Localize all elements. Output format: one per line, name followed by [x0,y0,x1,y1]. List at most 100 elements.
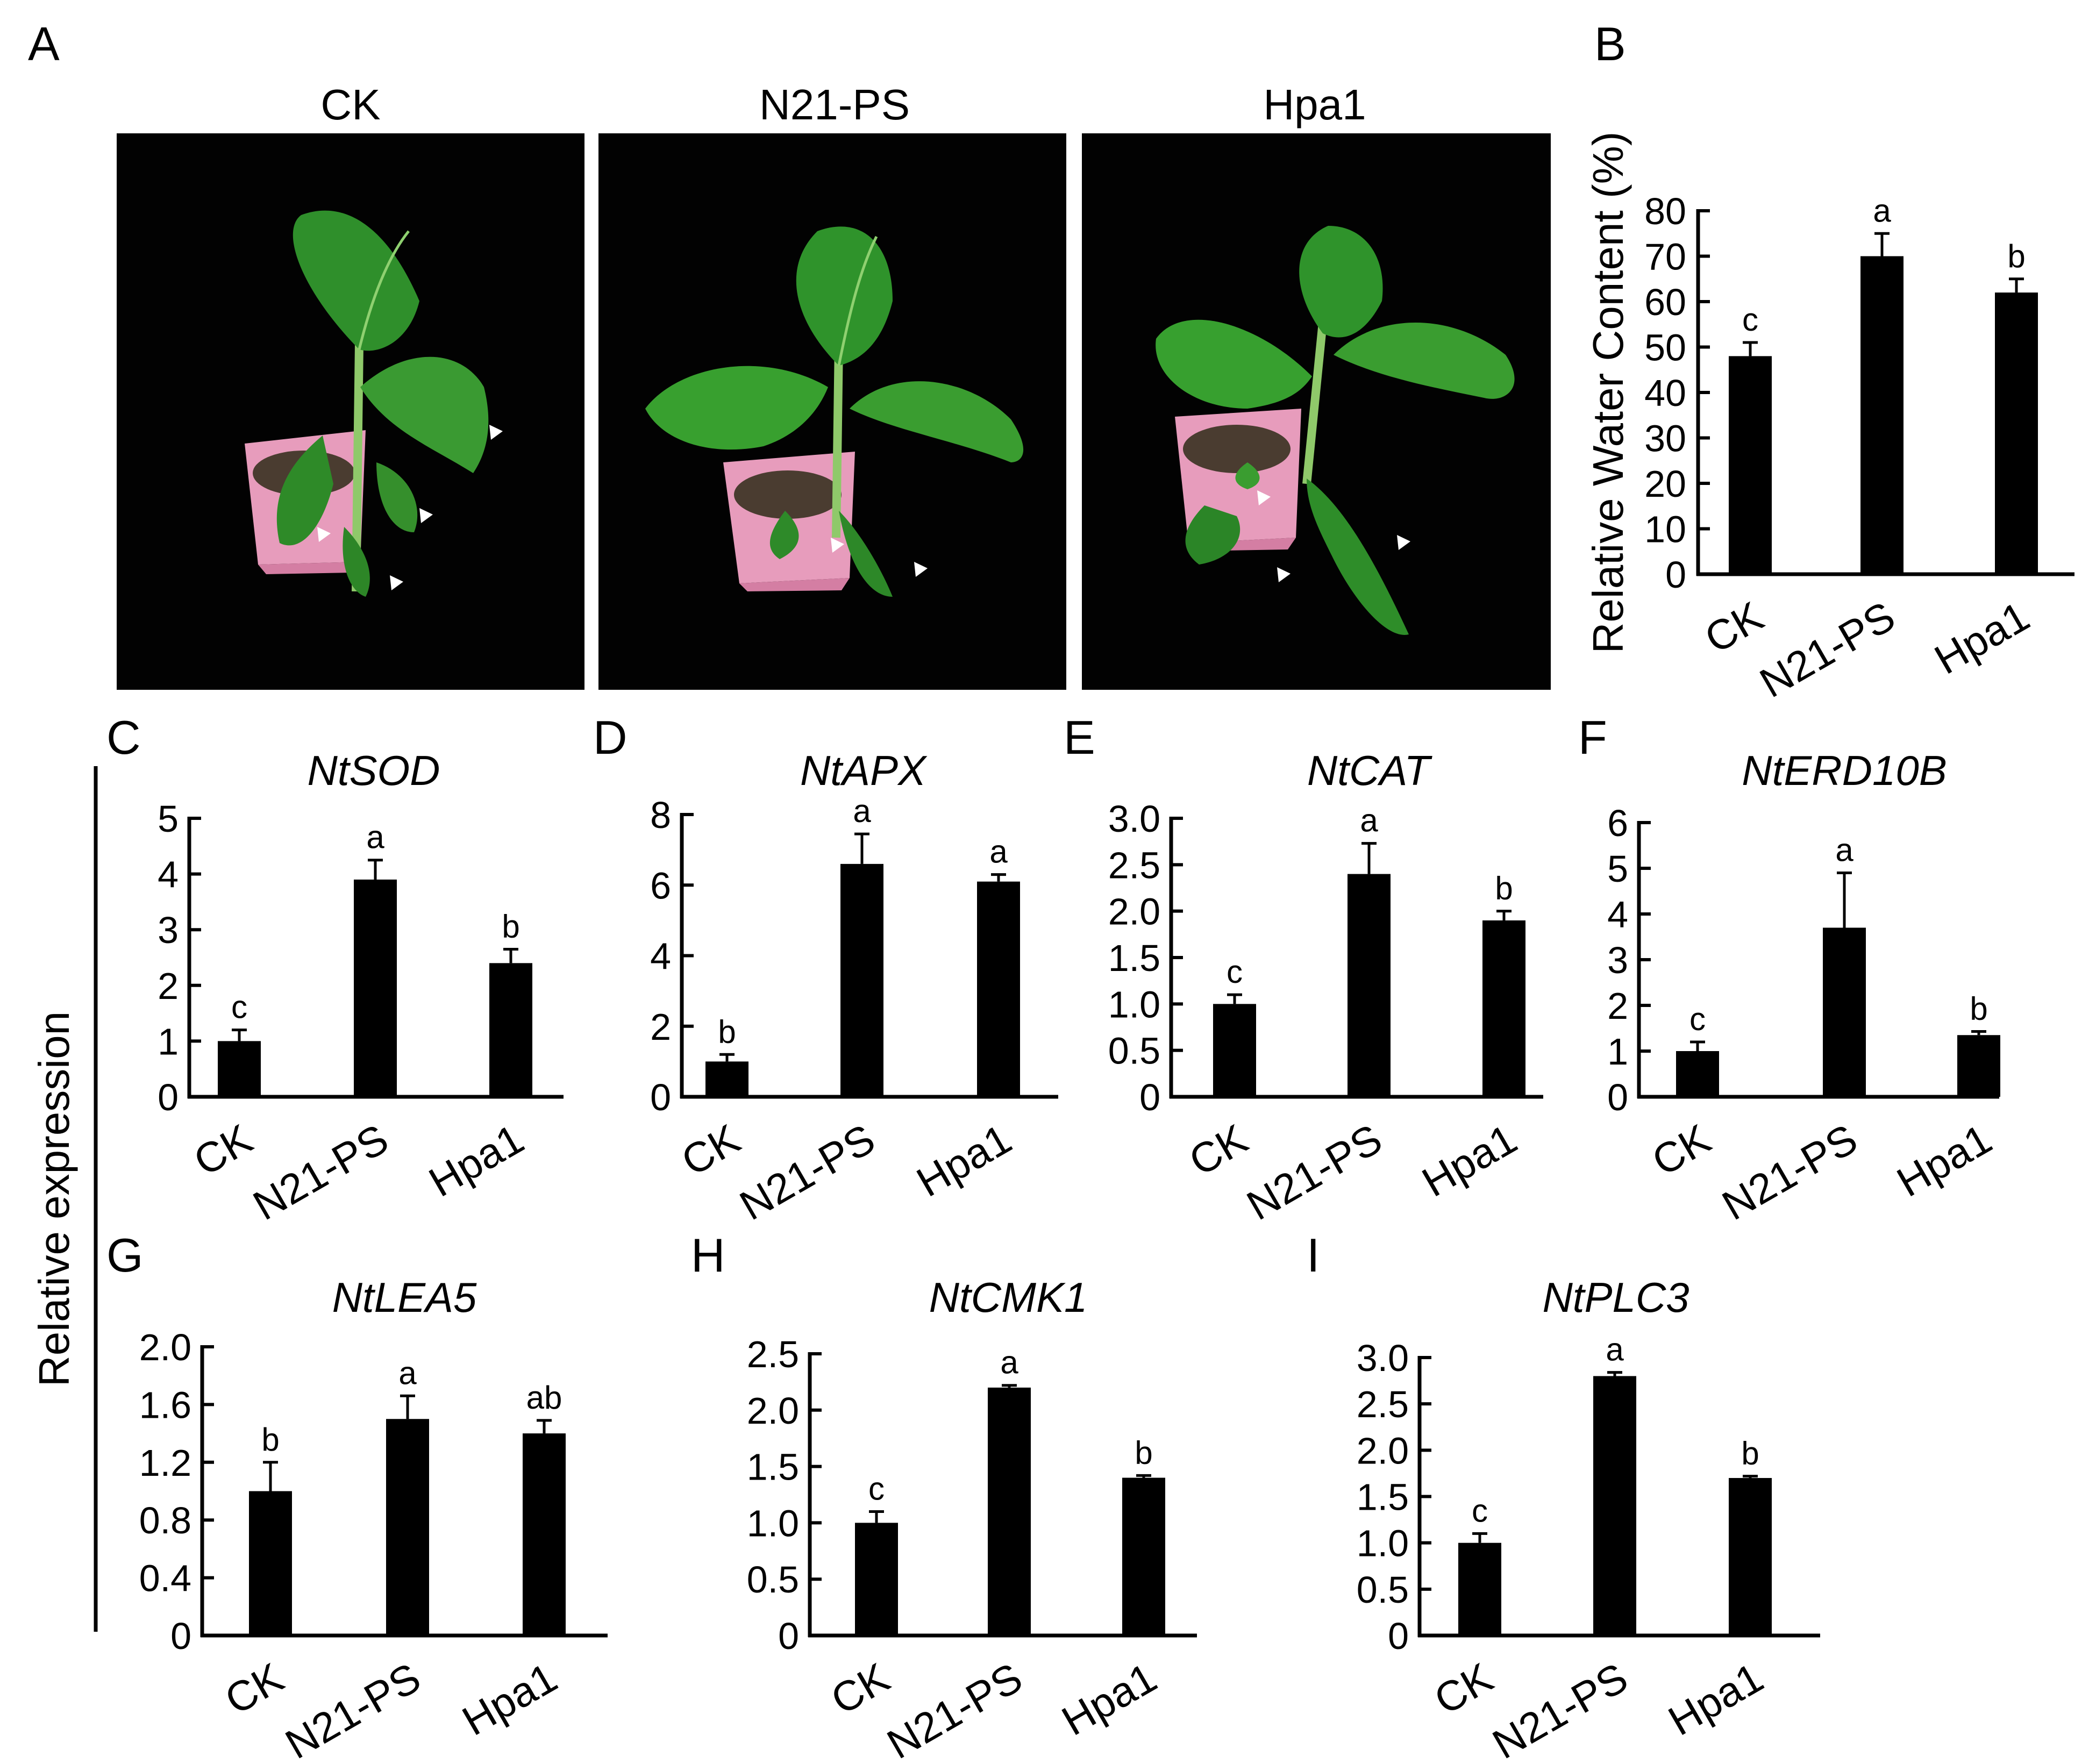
photo-label-ck: CK [320,81,380,128]
y-tick-label: 5 [158,798,179,840]
significance-letter: ab [526,1380,562,1416]
panel-letter-a: A [28,17,60,70]
bar-n21-ps [386,1419,429,1636]
y-tick-label: 4 [650,935,671,977]
y-tick-label: 0 [1607,1076,1628,1118]
chart-title: NtPLC3 [1542,1274,1689,1321]
category-label: N21-PS [245,1115,396,1230]
category-label: N21-PS [277,1654,429,1764]
y-tick-label: 0 [1139,1076,1160,1118]
y-tick-label: 3 [158,909,179,951]
y-tick-label: 2.0 [1108,891,1160,933]
significance-letter: b [718,1013,736,1049]
significance-letter: b [2007,238,2025,274]
bar-hpa1 [1957,1035,2000,1097]
y-tick-label: 1 [1607,1031,1628,1073]
panel-letter-c: C [106,711,141,764]
y-tick-label: 2 [158,965,179,1007]
category-label: Hpa1 [421,1115,531,1206]
bar-n21-ps [1823,927,1866,1097]
y-tick-label: 50 [1644,327,1686,369]
panel-letter-i: I [1307,1229,1320,1282]
y-tick-label: 0 [778,1615,799,1657]
significance-letter: a [366,819,384,855]
y-tick-label: 30 [1644,418,1686,460]
y-tick-label: 0.5 [1357,1569,1409,1611]
y-tick-label: 6 [1607,802,1628,844]
significance-letter: c [1742,302,1758,338]
significance-letter: a [989,834,1008,870]
bar-hpa1 [977,881,1020,1097]
bar-hpa1 [1482,920,1525,1097]
y-tick-label: 0.8 [139,1499,191,1541]
significance-letter: b [1135,1434,1152,1470]
category-label: N21-PS [1485,1654,1636,1764]
significance-letter: c [1472,1492,1488,1529]
chart-panel-i: I NtPLC3 00.51.0 1.52.0 2.53.0 c CK a N21-PS b Hp… [1307,1229,1820,1764]
bar-hpa1 [1729,1478,1772,1636]
y-tick-label: 5 [1607,848,1628,890]
significance-letter: c [1689,1001,1706,1037]
y-tick-label: 0 [1388,1615,1409,1657]
y-tick-label: 0.5 [1108,1030,1160,1072]
y-tick-label: 2.0 [139,1326,191,1368]
bar-ck [218,1041,261,1097]
bar-ck [1729,356,1772,574]
bar-n21-ps [354,879,397,1097]
bar-n21-ps [1593,1376,1636,1636]
category-label: CK [1427,1654,1501,1724]
significance-letter: a [853,793,871,829]
y-tick-label: 2.5 [1108,844,1160,886]
chart-panel-g: G NtLEA5 0 0.4 0.8 1.2 1.6 2.0 b CK a N21-PS ab Hpa1 [106,1229,608,1764]
panel-letter-d: D [593,711,628,764]
y-tick-label: 3.0 [1108,798,1160,840]
significance-letter: a [398,1355,417,1391]
y-tick-label: 1 [158,1020,179,1062]
y-tick-label: 0 [1665,554,1686,596]
significance-letter: c [231,989,247,1025]
y-tick-label: 2 [1607,985,1628,1027]
y-tick-label: 3 [1607,939,1628,981]
category-label: Hpa1 [909,1115,1019,1206]
chart-title: NtLEA5 [332,1274,477,1321]
bar-hpa1 [523,1433,566,1636]
category-label: N21-PS [732,1115,883,1230]
panel-letter-b: B [1594,17,1626,70]
photo-label-n21-ps: N21-PS [759,81,910,128]
significance-letter: b [502,908,519,944]
bar-ck [1213,1004,1256,1097]
significance-letter: c [1227,954,1243,990]
y-tick-label: 2.5 [1357,1383,1409,1425]
chart-panel-c: C NtSOD 0 1 2 3 4 5 c CK a N21-PS b Hpa1 [106,711,564,1229]
significance-letter: b [1495,870,1513,906]
y-tick-label: 1.5 [1108,937,1160,979]
category-label: N21-PS [879,1654,1030,1764]
chart-title: NtAPX [800,747,928,794]
category-label: CK [217,1654,291,1724]
panel-letter-e: E [1064,711,1095,764]
category-label: N21-PS [1239,1115,1390,1230]
y-tick-label: 1.2 [139,1442,191,1484]
chart-panel-e: E NtCAT 00.5 1.01.52.0 2.53.0 c CK a N21-PS b Hpa… [1064,711,1543,1229]
chart-panel-d: D NtAPX 0 2 4 6 8 b CK a N21-PS a Hpa1 [593,711,1058,1229]
plant-ck [245,210,503,597]
y-tick-label: 2.0 [747,1390,799,1432]
y-tick-label: 1.5 [747,1446,799,1488]
significance-letter: b [1970,990,1987,1026]
significance-letter: a [1835,832,1853,868]
category-label: Hpa1 [1660,1654,1771,1745]
category-label: Hpa1 [1054,1654,1164,1745]
plant-hpa1 [1156,226,1515,635]
y-tick-label: 3.0 [1357,1337,1409,1379]
chart-title: NtERD10B [1742,747,1947,794]
category-label: Hpa1 [454,1654,565,1745]
category-label: CK [823,1654,897,1724]
y-tick-label: 8 [650,794,671,836]
chart-title: NtCMK1 [929,1274,1088,1321]
shared-ylabel: Relative expression [30,1011,78,1387]
panel-letter-f: F [1578,711,1607,764]
significance-letter: a [1000,1345,1018,1381]
y-tick-label: 2 [650,1006,671,1048]
chart-title: NtSOD [307,747,440,794]
